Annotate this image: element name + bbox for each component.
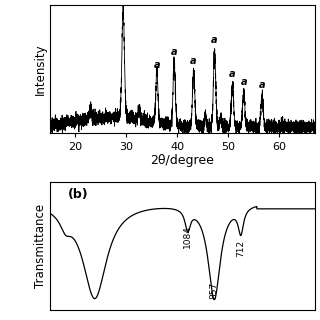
Text: a: a xyxy=(154,60,160,70)
Text: a: a xyxy=(229,69,236,79)
Text: (b): (b) xyxy=(68,188,89,201)
Text: 712: 712 xyxy=(236,240,245,258)
Text: a: a xyxy=(240,77,247,87)
Text: a: a xyxy=(190,56,197,66)
Text: a: a xyxy=(211,35,218,45)
Text: 1084: 1084 xyxy=(183,225,192,248)
Y-axis label: Transmittance: Transmittance xyxy=(34,204,47,288)
Text: 857: 857 xyxy=(210,282,219,299)
X-axis label: 2θ/degree: 2θ/degree xyxy=(150,154,214,167)
Y-axis label: Intensity: Intensity xyxy=(34,43,47,95)
Text: a: a xyxy=(259,80,265,91)
Text: a: a xyxy=(171,47,178,57)
